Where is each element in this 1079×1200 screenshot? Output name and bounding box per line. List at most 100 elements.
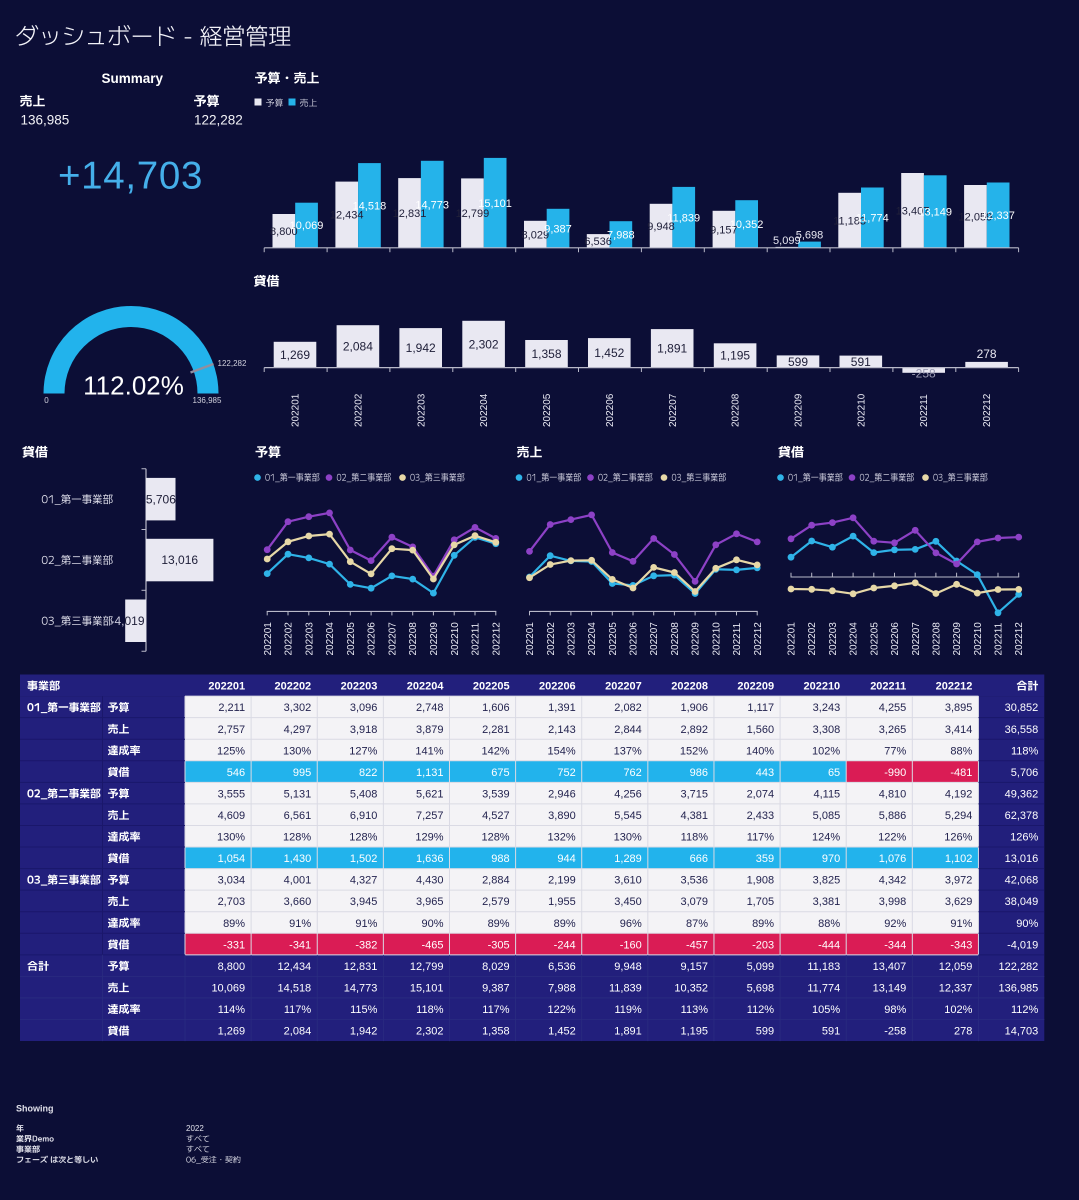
svg-text:1,606: 1,606 bbox=[482, 702, 510, 714]
svg-text:3,610: 3,610 bbox=[614, 875, 642, 887]
svg-text:4,192: 4,192 bbox=[945, 788, 973, 800]
svg-text:38,049: 38,049 bbox=[1005, 896, 1039, 908]
svg-text:-444: -444 bbox=[818, 939, 840, 951]
svg-text:3,450: 3,450 bbox=[614, 896, 642, 908]
svg-text:1,117: 1,117 bbox=[747, 702, 774, 714]
svg-text:202203: 202203 bbox=[566, 622, 577, 656]
svg-text:202212: 202212 bbox=[936, 681, 973, 693]
svg-text:5,706: 5,706 bbox=[146, 492, 176, 506]
svg-text:1,358: 1,358 bbox=[482, 1026, 510, 1038]
svg-text:599: 599 bbox=[788, 355, 808, 369]
svg-text:1,560: 1,560 bbox=[747, 724, 775, 736]
svg-text:202205: 202205 bbox=[608, 622, 619, 656]
svg-text:12,799: 12,799 bbox=[410, 961, 444, 973]
svg-text:675: 675 bbox=[491, 767, 509, 779]
svg-text:14,518: 14,518 bbox=[353, 200, 387, 212]
svg-text:1,891: 1,891 bbox=[614, 1026, 642, 1038]
svg-text:2,281: 2,281 bbox=[482, 724, 510, 736]
svg-text:202209: 202209 bbox=[691, 622, 702, 656]
svg-text:2,892: 2,892 bbox=[680, 724, 708, 736]
svg-text:11,774: 11,774 bbox=[807, 983, 840, 995]
svg-text:118%: 118% bbox=[681, 832, 709, 844]
svg-text:91%: 91% bbox=[355, 918, 377, 930]
svg-text:2,074: 2,074 bbox=[747, 788, 775, 800]
svg-text:-481: -481 bbox=[950, 767, 972, 779]
svg-text:202204: 202204 bbox=[407, 681, 445, 693]
svg-text:12,337: 12,337 bbox=[939, 983, 973, 995]
svg-text:-344: -344 bbox=[884, 939, 906, 951]
svg-text:89%: 89% bbox=[223, 918, 245, 930]
svg-text:4,001: 4,001 bbox=[284, 875, 312, 887]
svg-text:42,068: 42,068 bbox=[1005, 875, 1039, 887]
svg-text:14,518: 14,518 bbox=[278, 983, 312, 995]
svg-text:970: 970 bbox=[822, 853, 840, 865]
svg-text:4,297: 4,297 bbox=[284, 724, 312, 736]
svg-text:202204: 202204 bbox=[849, 622, 860, 656]
svg-text:130%: 130% bbox=[283, 745, 311, 757]
svg-text:122,282: 122,282 bbox=[194, 113, 243, 128]
svg-text:8,029: 8,029 bbox=[522, 229, 550, 241]
svg-text:36,558: 36,558 bbox=[1005, 724, 1039, 736]
svg-text:98%: 98% bbox=[884, 1004, 906, 1016]
svg-text:3,629: 3,629 bbox=[945, 896, 973, 908]
svg-text:15,101: 15,101 bbox=[478, 198, 512, 210]
svg-text:3,895: 3,895 bbox=[945, 702, 973, 714]
svg-text:1,269: 1,269 bbox=[280, 348, 310, 362]
svg-text:136,985: 136,985 bbox=[21, 113, 70, 128]
svg-text:2,884: 2,884 bbox=[482, 875, 510, 887]
svg-text:8,800: 8,800 bbox=[218, 961, 246, 973]
svg-text:4,609: 4,609 bbox=[218, 810, 246, 822]
svg-text:8,029: 8,029 bbox=[482, 961, 510, 973]
svg-text:10,352: 10,352 bbox=[730, 219, 764, 231]
svg-text:202206: 202206 bbox=[539, 681, 576, 693]
svg-text:140%: 140% bbox=[746, 745, 774, 757]
svg-text:1,452: 1,452 bbox=[594, 346, 624, 360]
svg-text:128%: 128% bbox=[283, 832, 311, 844]
svg-text:129%: 129% bbox=[415, 832, 443, 844]
svg-text:202211: 202211 bbox=[919, 394, 930, 427]
svg-text:113%: 113% bbox=[681, 1004, 709, 1016]
svg-text:1,358: 1,358 bbox=[531, 347, 561, 361]
svg-text:202208: 202208 bbox=[670, 622, 681, 656]
svg-text:1,705: 1,705 bbox=[747, 896, 775, 908]
svg-text:1,430: 1,430 bbox=[284, 853, 312, 865]
svg-text:202201: 202201 bbox=[291, 393, 302, 427]
svg-text:202212: 202212 bbox=[491, 622, 502, 656]
svg-text:10,069: 10,069 bbox=[290, 220, 324, 232]
svg-text:13,407: 13,407 bbox=[896, 205, 930, 217]
svg-text:1,908: 1,908 bbox=[747, 875, 775, 887]
svg-text:2,211: 2,211 bbox=[218, 702, 245, 714]
svg-text:9,157: 9,157 bbox=[710, 224, 738, 236]
svg-text:49,362: 49,362 bbox=[1005, 788, 1039, 800]
svg-text:5,698: 5,698 bbox=[796, 230, 824, 242]
svg-text:202211: 202211 bbox=[471, 622, 482, 655]
svg-text:202205: 202205 bbox=[346, 622, 357, 656]
svg-text:+14,703: +14,703 bbox=[58, 155, 203, 198]
svg-text:6,536: 6,536 bbox=[584, 236, 612, 248]
svg-text:3,918: 3,918 bbox=[350, 724, 378, 736]
svg-text:-258: -258 bbox=[912, 366, 936, 380]
svg-text:1,906: 1,906 bbox=[680, 702, 708, 714]
svg-text:202212: 202212 bbox=[753, 622, 764, 656]
svg-text:-331: -331 bbox=[223, 939, 245, 951]
svg-text:3,972: 3,972 bbox=[945, 875, 973, 887]
svg-text:202203: 202203 bbox=[416, 393, 427, 427]
svg-text:9,387: 9,387 bbox=[544, 223, 572, 235]
svg-text:2,199: 2,199 bbox=[548, 875, 576, 887]
svg-text:6,561: 6,561 bbox=[284, 810, 312, 822]
svg-text:5,408: 5,408 bbox=[350, 788, 378, 800]
svg-text:154%: 154% bbox=[548, 745, 576, 757]
svg-text:3,825: 3,825 bbox=[813, 875, 841, 887]
svg-text:3,243: 3,243 bbox=[813, 702, 841, 714]
svg-text:3,965: 3,965 bbox=[416, 896, 444, 908]
svg-text:13,016: 13,016 bbox=[161, 553, 198, 567]
svg-text:2,084: 2,084 bbox=[343, 340, 373, 354]
svg-text:118%: 118% bbox=[1011, 745, 1039, 757]
svg-text:Showing: Showing bbox=[16, 1104, 54, 1114]
svg-text:202204: 202204 bbox=[325, 622, 336, 656]
svg-text:2,082: 2,082 bbox=[614, 702, 642, 714]
svg-text:102%: 102% bbox=[944, 1004, 972, 1016]
svg-text:2,302: 2,302 bbox=[469, 338, 499, 352]
svg-text:7,988: 7,988 bbox=[548, 983, 576, 995]
svg-text:14,773: 14,773 bbox=[344, 983, 378, 995]
